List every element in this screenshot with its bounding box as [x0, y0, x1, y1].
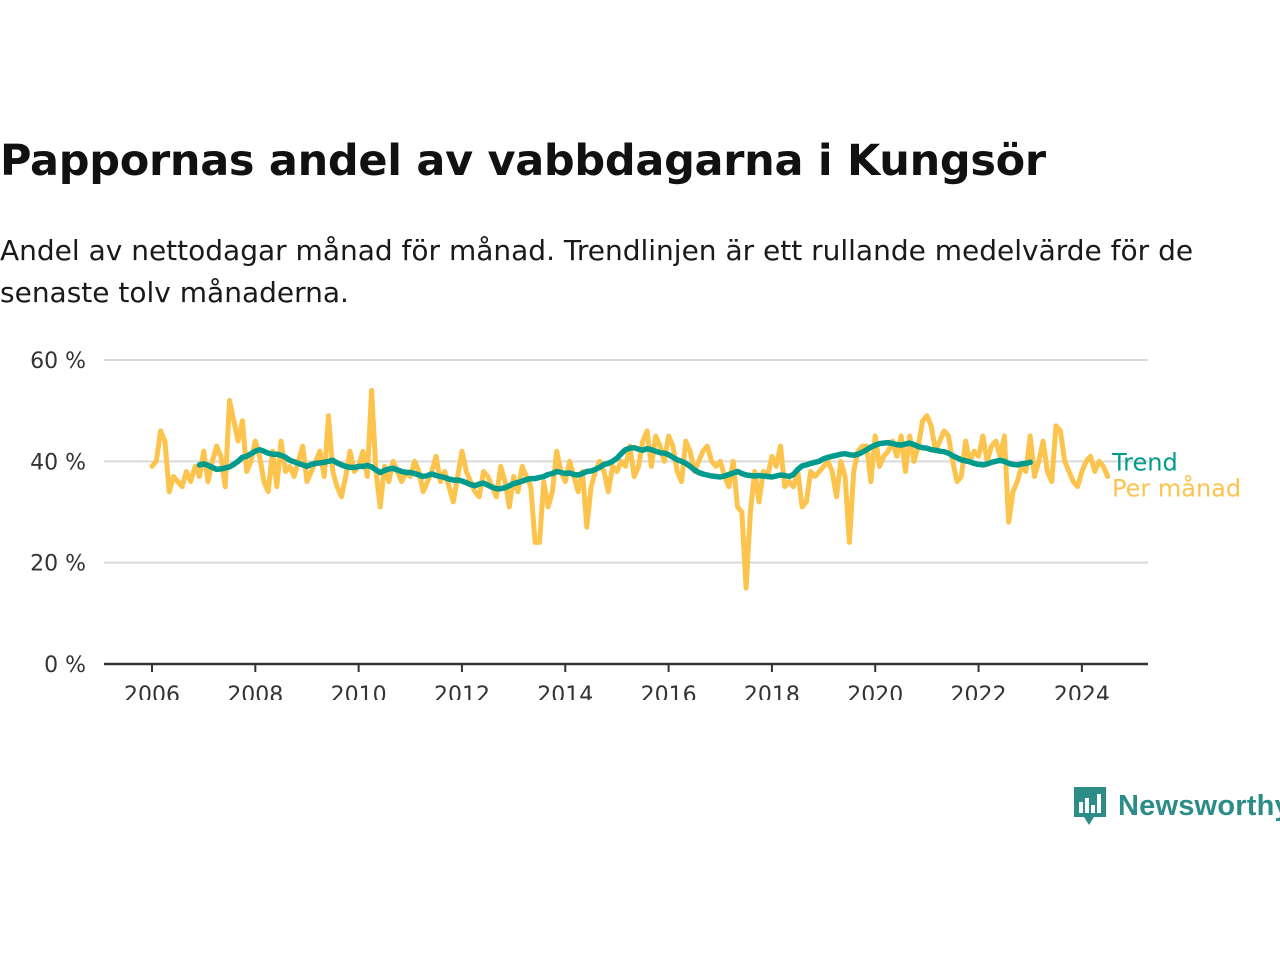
x-tick-label: 2008 [227, 683, 283, 700]
chart-title: Pappornas andel av vabbdagarna i Kungsör [0, 136, 1046, 186]
y-tick-label: 20 % [30, 552, 86, 577]
x-tick-label: 2024 [1054, 683, 1110, 700]
y-tick-label: 60 % [30, 349, 86, 374]
newsworthy-logo[interactable]: Newsworthy [1072, 784, 1280, 828]
x-tick-label: 2018 [744, 683, 800, 700]
x-tick-label: 2020 [847, 683, 903, 700]
series-line-per-manad [149, 387, 1111, 591]
x-tick-label: 2006 [124, 683, 180, 700]
x-tick-label: 2016 [641, 683, 697, 700]
line-chart: 0 % 20 % 40 % 60 % 2006 2008 2010 2012 2014 2016… [30, 349, 1241, 700]
logo-text: Newsworthy [1118, 789, 1280, 822]
x-tick-label: 2014 [537, 683, 593, 700]
y-axis-ticks: 0 % 20 % 40 % 60 % [30, 349, 86, 678]
y-tick-label: 0 % [44, 653, 86, 678]
series-label-per-manad: Per månad [1112, 474, 1241, 503]
chart-subtitle: Andel av nettodagar månad för månad. Tre… [0, 234, 1194, 309]
x-tick-label: 2010 [331, 683, 387, 700]
series-lines [149, 387, 1111, 591]
y-tick-label: 40 % [30, 450, 86, 475]
x-axis-ticks: 2006 2008 2010 2012 2014 2016 2018 2020 2022 2024 [104, 662, 1148, 700]
series-line-trend [196, 439, 1033, 492]
series-label-trend: Trend [1111, 448, 1178, 476]
x-tick-label: 2012 [434, 683, 490, 700]
newsworthy-logo-icon [1074, 787, 1106, 825]
x-tick-label: 2022 [951, 683, 1007, 700]
